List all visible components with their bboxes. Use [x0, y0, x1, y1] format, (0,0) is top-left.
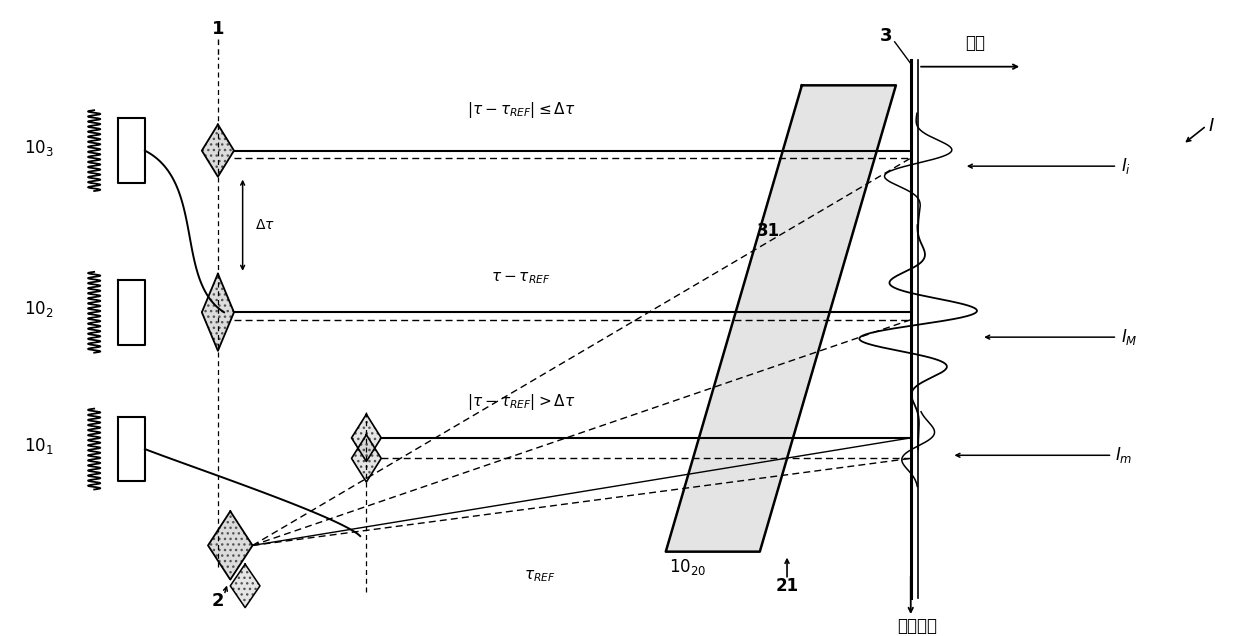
Polygon shape: [118, 118, 145, 183]
Polygon shape: [118, 280, 145, 345]
Text: $I_M$: $I_M$: [1121, 327, 1137, 347]
Text: 3: 3: [879, 27, 893, 45]
Polygon shape: [208, 511, 253, 579]
Text: $|\tau - \tau_{REF}| > \Delta\tau$: $|\tau - \tau_{REF}| > \Delta\tau$: [466, 392, 575, 412]
Text: $I_m$: $I_m$: [1115, 445, 1132, 466]
Polygon shape: [202, 273, 234, 351]
Text: 空间坐标: 空间坐标: [897, 618, 937, 635]
Polygon shape: [118, 417, 145, 481]
Text: $|\tau - \tau_{REF}| \leq \Delta\tau$: $|\tau - \tau_{REF}| \leq \Delta\tau$: [466, 100, 575, 120]
Text: $\tau_{REF}$: $\tau_{REF}$: [523, 569, 556, 584]
Text: 31: 31: [756, 223, 780, 240]
Text: $\Delta\tau$: $\Delta\tau$: [255, 218, 275, 232]
Text: $I$: $I$: [1208, 117, 1214, 135]
Text: 2: 2: [212, 592, 224, 611]
Text: 光强: 光强: [965, 34, 985, 52]
Text: $10_3$: $10_3$: [24, 137, 53, 158]
Polygon shape: [202, 125, 234, 177]
Text: 21: 21: [775, 577, 799, 595]
Text: $10_1$: $10_1$: [24, 436, 53, 456]
Text: $10_2$: $10_2$: [24, 299, 53, 319]
Polygon shape: [351, 435, 381, 482]
Polygon shape: [351, 414, 381, 462]
Text: $I_i$: $I_i$: [1121, 156, 1131, 176]
Text: $10_{20}$: $10_{20}$: [670, 557, 707, 577]
Text: 1: 1: [212, 20, 224, 38]
Polygon shape: [231, 564, 260, 607]
Polygon shape: [666, 85, 897, 551]
Text: $\tau - \tau_{REF}$: $\tau - \tau_{REF}$: [491, 270, 551, 286]
